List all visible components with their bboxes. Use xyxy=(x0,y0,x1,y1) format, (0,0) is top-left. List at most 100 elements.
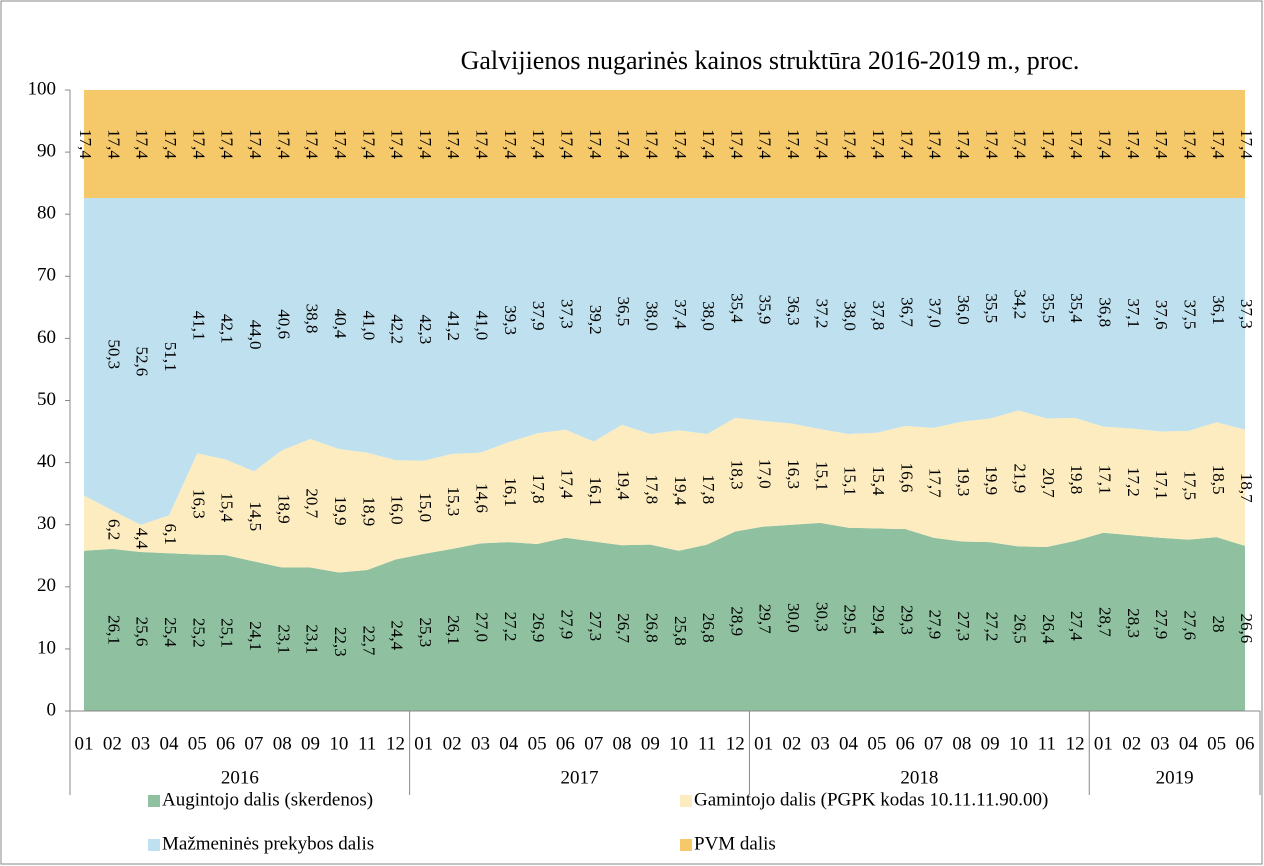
data-label: 27,2 xyxy=(501,612,520,642)
x-tick-label: 12 xyxy=(726,733,745,754)
data-label: 18,5 xyxy=(1209,465,1228,495)
data-label: 27,3 xyxy=(586,611,605,641)
data-label: 27,6 xyxy=(1180,610,1199,640)
data-label: 35,5 xyxy=(982,293,1001,323)
data-label: 28,9 xyxy=(727,606,746,636)
data-label: 26,7 xyxy=(614,613,633,643)
data-label: 26,8 xyxy=(642,613,661,643)
data-label: 15,1 xyxy=(812,461,831,491)
x-tick-label: 03 xyxy=(131,733,150,754)
data-label: 19,4 xyxy=(671,476,690,506)
data-label: 17,4 xyxy=(1011,129,1030,159)
y-tick-label: 100 xyxy=(28,78,57,99)
data-label: 42,2 xyxy=(388,314,407,344)
x-tick-label: 04 xyxy=(1179,733,1199,754)
data-label: 18,9 xyxy=(274,494,293,524)
legend-label: Gamintojo dalis (PGPK kodas 10.11.11.90.… xyxy=(694,789,1048,810)
data-label: 6,2 xyxy=(104,519,123,540)
data-label: 17,4 xyxy=(841,129,860,159)
data-label: 17,4 xyxy=(897,129,916,159)
data-label: 35,9 xyxy=(756,295,775,325)
data-label: 30,0 xyxy=(784,603,803,633)
y-tick-label: 60 xyxy=(37,327,56,348)
x-tick-label: 07 xyxy=(244,733,263,754)
data-label: 37,9 xyxy=(529,301,548,331)
data-label: 4,4 xyxy=(133,528,152,550)
x-tick-label: 05 xyxy=(867,733,886,754)
data-label: 27,4 xyxy=(1067,611,1086,641)
data-label: 17,4 xyxy=(104,129,123,159)
data-label: 15,1 xyxy=(841,466,860,496)
x-tick-label: 09 xyxy=(981,733,1000,754)
data-label: 35,5 xyxy=(1039,293,1058,323)
data-label: 17,4 xyxy=(189,129,208,159)
data-label: 19,9 xyxy=(331,496,350,526)
data-label: 17,4 xyxy=(218,129,237,159)
data-label: 17,4 xyxy=(614,129,633,159)
data-label: 17,4 xyxy=(784,129,803,159)
chart-title: Galvijienos nugarinės kainos struktūra 2… xyxy=(461,46,1080,75)
x-tick-label: 07 xyxy=(584,733,603,754)
data-label: 22,7 xyxy=(359,626,378,656)
data-label: 20,7 xyxy=(1039,468,1058,498)
data-label: 27,9 xyxy=(557,609,576,639)
data-label: 37,5 xyxy=(1180,300,1199,330)
data-label: 17,8 xyxy=(529,474,548,504)
data-label: 17,4 xyxy=(586,129,605,159)
data-label: 27,2 xyxy=(982,612,1001,642)
data-label: 37,4 xyxy=(671,299,690,329)
data-label: 27,3 xyxy=(954,611,973,641)
data-label: 19,9 xyxy=(982,465,1001,495)
data-label: 25,8 xyxy=(671,616,690,646)
data-label: 29,4 xyxy=(869,605,888,635)
data-label: 17,5 xyxy=(1180,470,1199,500)
data-label: 37,2 xyxy=(812,299,831,329)
y-tick-label: 20 xyxy=(37,575,56,596)
data-label: 17,4 xyxy=(812,129,831,159)
data-label: 18,3 xyxy=(727,460,746,490)
data-label: 17,8 xyxy=(642,474,661,504)
data-label: 23,1 xyxy=(303,624,322,654)
data-label: 25,3 xyxy=(416,618,435,648)
x-tick-label: 03 xyxy=(811,733,830,754)
data-label: 41,0 xyxy=(359,310,378,340)
data-label: 15,4 xyxy=(869,466,888,496)
data-label: 16,1 xyxy=(501,477,520,507)
data-label: 36,0 xyxy=(954,295,973,325)
x-tick-label: 08 xyxy=(952,733,971,754)
area xyxy=(84,410,1245,573)
data-label: 21,9 xyxy=(1011,464,1030,494)
data-label: 17,1 xyxy=(1152,470,1171,500)
x-tick-label: 04 xyxy=(159,733,179,754)
y-tick-label: 90 xyxy=(37,140,56,161)
x-tick-label: 10 xyxy=(1009,733,1028,754)
x-tick-label: 11 xyxy=(698,733,716,754)
data-label: 37,1 xyxy=(1124,298,1143,328)
x-tick-label: 03 xyxy=(471,733,490,754)
data-label: 17,4 xyxy=(1067,129,1086,159)
data-label: 17,4 xyxy=(303,129,322,159)
y-tick-label: 50 xyxy=(37,389,56,410)
data-label: 39,2 xyxy=(586,305,605,335)
data-label: 17,4 xyxy=(699,129,718,159)
data-label: 17,4 xyxy=(727,129,746,159)
data-label: 14,5 xyxy=(246,501,265,531)
data-label: 26,4 xyxy=(1039,614,1058,644)
data-label: 17,4 xyxy=(869,129,888,159)
data-label: 27,9 xyxy=(1152,609,1171,639)
data-label: 26,9 xyxy=(529,613,548,643)
data-label: 17,4 xyxy=(501,129,520,159)
y-tick-label: 40 xyxy=(37,451,56,472)
data-label: 17,4 xyxy=(1180,129,1199,159)
data-label: 41,2 xyxy=(444,311,463,341)
data-label: 17,4 xyxy=(161,129,180,159)
data-label: 40,4 xyxy=(331,309,350,339)
legend-swatch xyxy=(680,839,692,851)
x-tick-label: 04 xyxy=(839,733,859,754)
data-label: 18,9 xyxy=(359,496,378,526)
data-label: 27,0 xyxy=(473,612,492,642)
data-label: 17,4 xyxy=(671,129,690,159)
year-label: 2018 xyxy=(900,767,938,788)
x-tick-label: 06 xyxy=(216,733,235,754)
